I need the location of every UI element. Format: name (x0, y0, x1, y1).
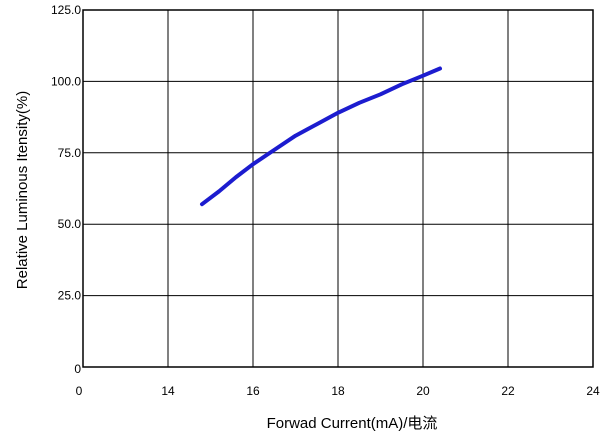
series-line-1 (200, 66, 442, 207)
x-tick-label: 24 (586, 384, 600, 398)
grid (83, 10, 593, 367)
x-axis-title: Forwad Current(mA)/电流 (267, 415, 438, 432)
x-tick-label: 0 (76, 384, 83, 398)
y-tick-label: 100.0 (51, 74, 81, 88)
y-tick-label: 50.0 (58, 217, 82, 231)
y-axis-title: Relative Luminous Itensity(%) (14, 91, 31, 289)
x-tick-label: 18 (331, 384, 345, 398)
x-tick-label: 22 (501, 384, 515, 398)
x-tick-label: 14 (161, 384, 175, 398)
y-tick-label: 125.0 (51, 3, 81, 17)
plot-frame (82, 9, 594, 368)
x-tick-label: 16 (246, 384, 260, 398)
y-tick-label: 75.0 (58, 146, 82, 160)
series-layer (200, 66, 442, 207)
x-tick-label: 20 (416, 384, 430, 398)
y-tick-label: 25.0 (58, 289, 82, 303)
y-tick-label: 0 (74, 362, 81, 376)
x-tick-labels: 0 14 16 18 20 22 24 (76, 384, 600, 398)
y-tick-labels: 0 25.0 50.0 75.0 100.0 125.0 (51, 3, 81, 376)
